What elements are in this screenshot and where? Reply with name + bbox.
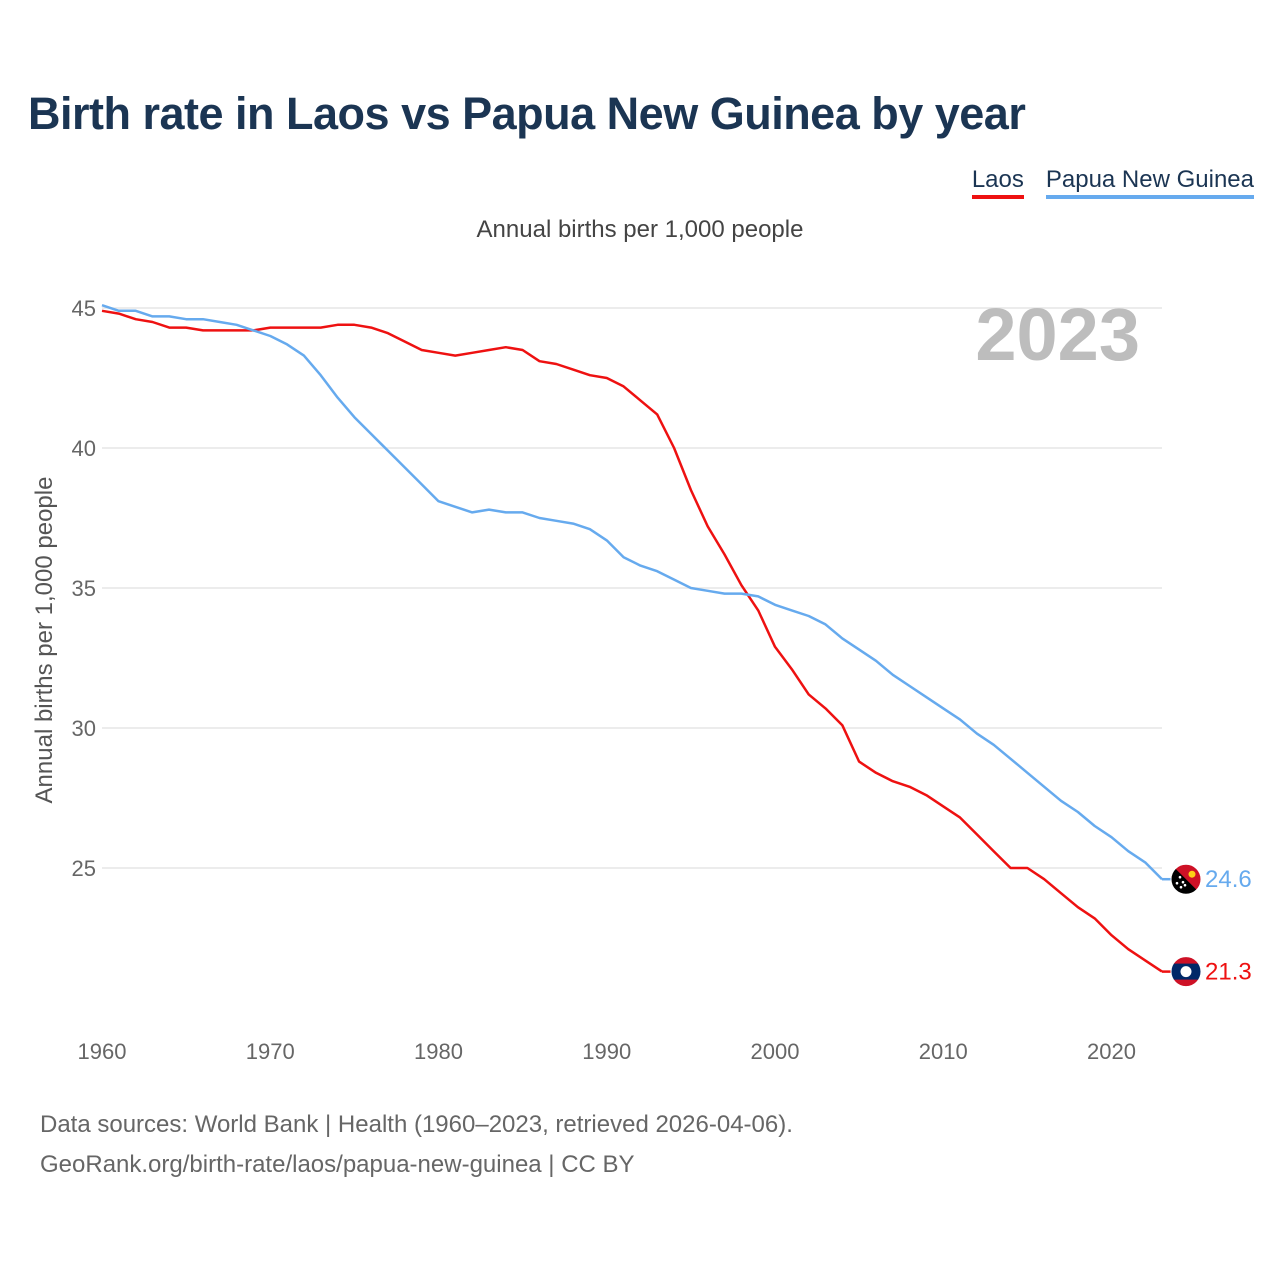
y-tick-label: 30 [72, 716, 96, 741]
chart-subtitle: Annual births per 1,000 people [476, 216, 804, 243]
y-tick-label: 25 [72, 856, 96, 881]
legend-item-papua-new-guinea[interactable]: Papua New Guinea [1045, 166, 1254, 199]
series-line-papua-new-guinea[interactable] [101, 304, 1163, 881]
legend: Laos Papua New Guinea [971, 166, 1254, 199]
y-tick-label: 40 [72, 436, 96, 461]
legend-item-laos[interactable]: Laos [971, 166, 1024, 199]
series-line-laos[interactable] [101, 309, 1163, 973]
end-value-label: 21.3 [1205, 959, 1252, 986]
x-tick-label: 2020 [1087, 1039, 1136, 1064]
source-line-data: Data sources: World Bank | Health (1960–… [40, 1111, 793, 1138]
page-title: Birth rate in Laos vs Papua New Guinea b… [28, 88, 1026, 139]
y-tick-label: 35 [72, 576, 96, 601]
y-tick-label: 45 [72, 296, 96, 321]
x-tick-label: 1960 [78, 1039, 127, 1064]
x-tick-label: 1980 [414, 1039, 463, 1064]
source-credits: Data sources: World Bank | Health (1960–… [40, 1105, 793, 1185]
x-tick-label: 2000 [751, 1039, 800, 1064]
laos-flag-icon [1170, 956, 1202, 988]
y-axis-label: Annual births per 1,000 people [31, 477, 58, 804]
end-value-label: 24.6 [1205, 866, 1252, 893]
png-flag-icon [1170, 863, 1202, 895]
source-line-url: GeoRank.org/birth-rate/laos/papua-new-gu… [40, 1151, 635, 1178]
x-tick-label: 2010 [919, 1039, 968, 1064]
x-tick-label: 1970 [246, 1039, 295, 1064]
year-watermark: 2023 [975, 293, 1140, 376]
x-tick-label: 1990 [582, 1039, 631, 1064]
